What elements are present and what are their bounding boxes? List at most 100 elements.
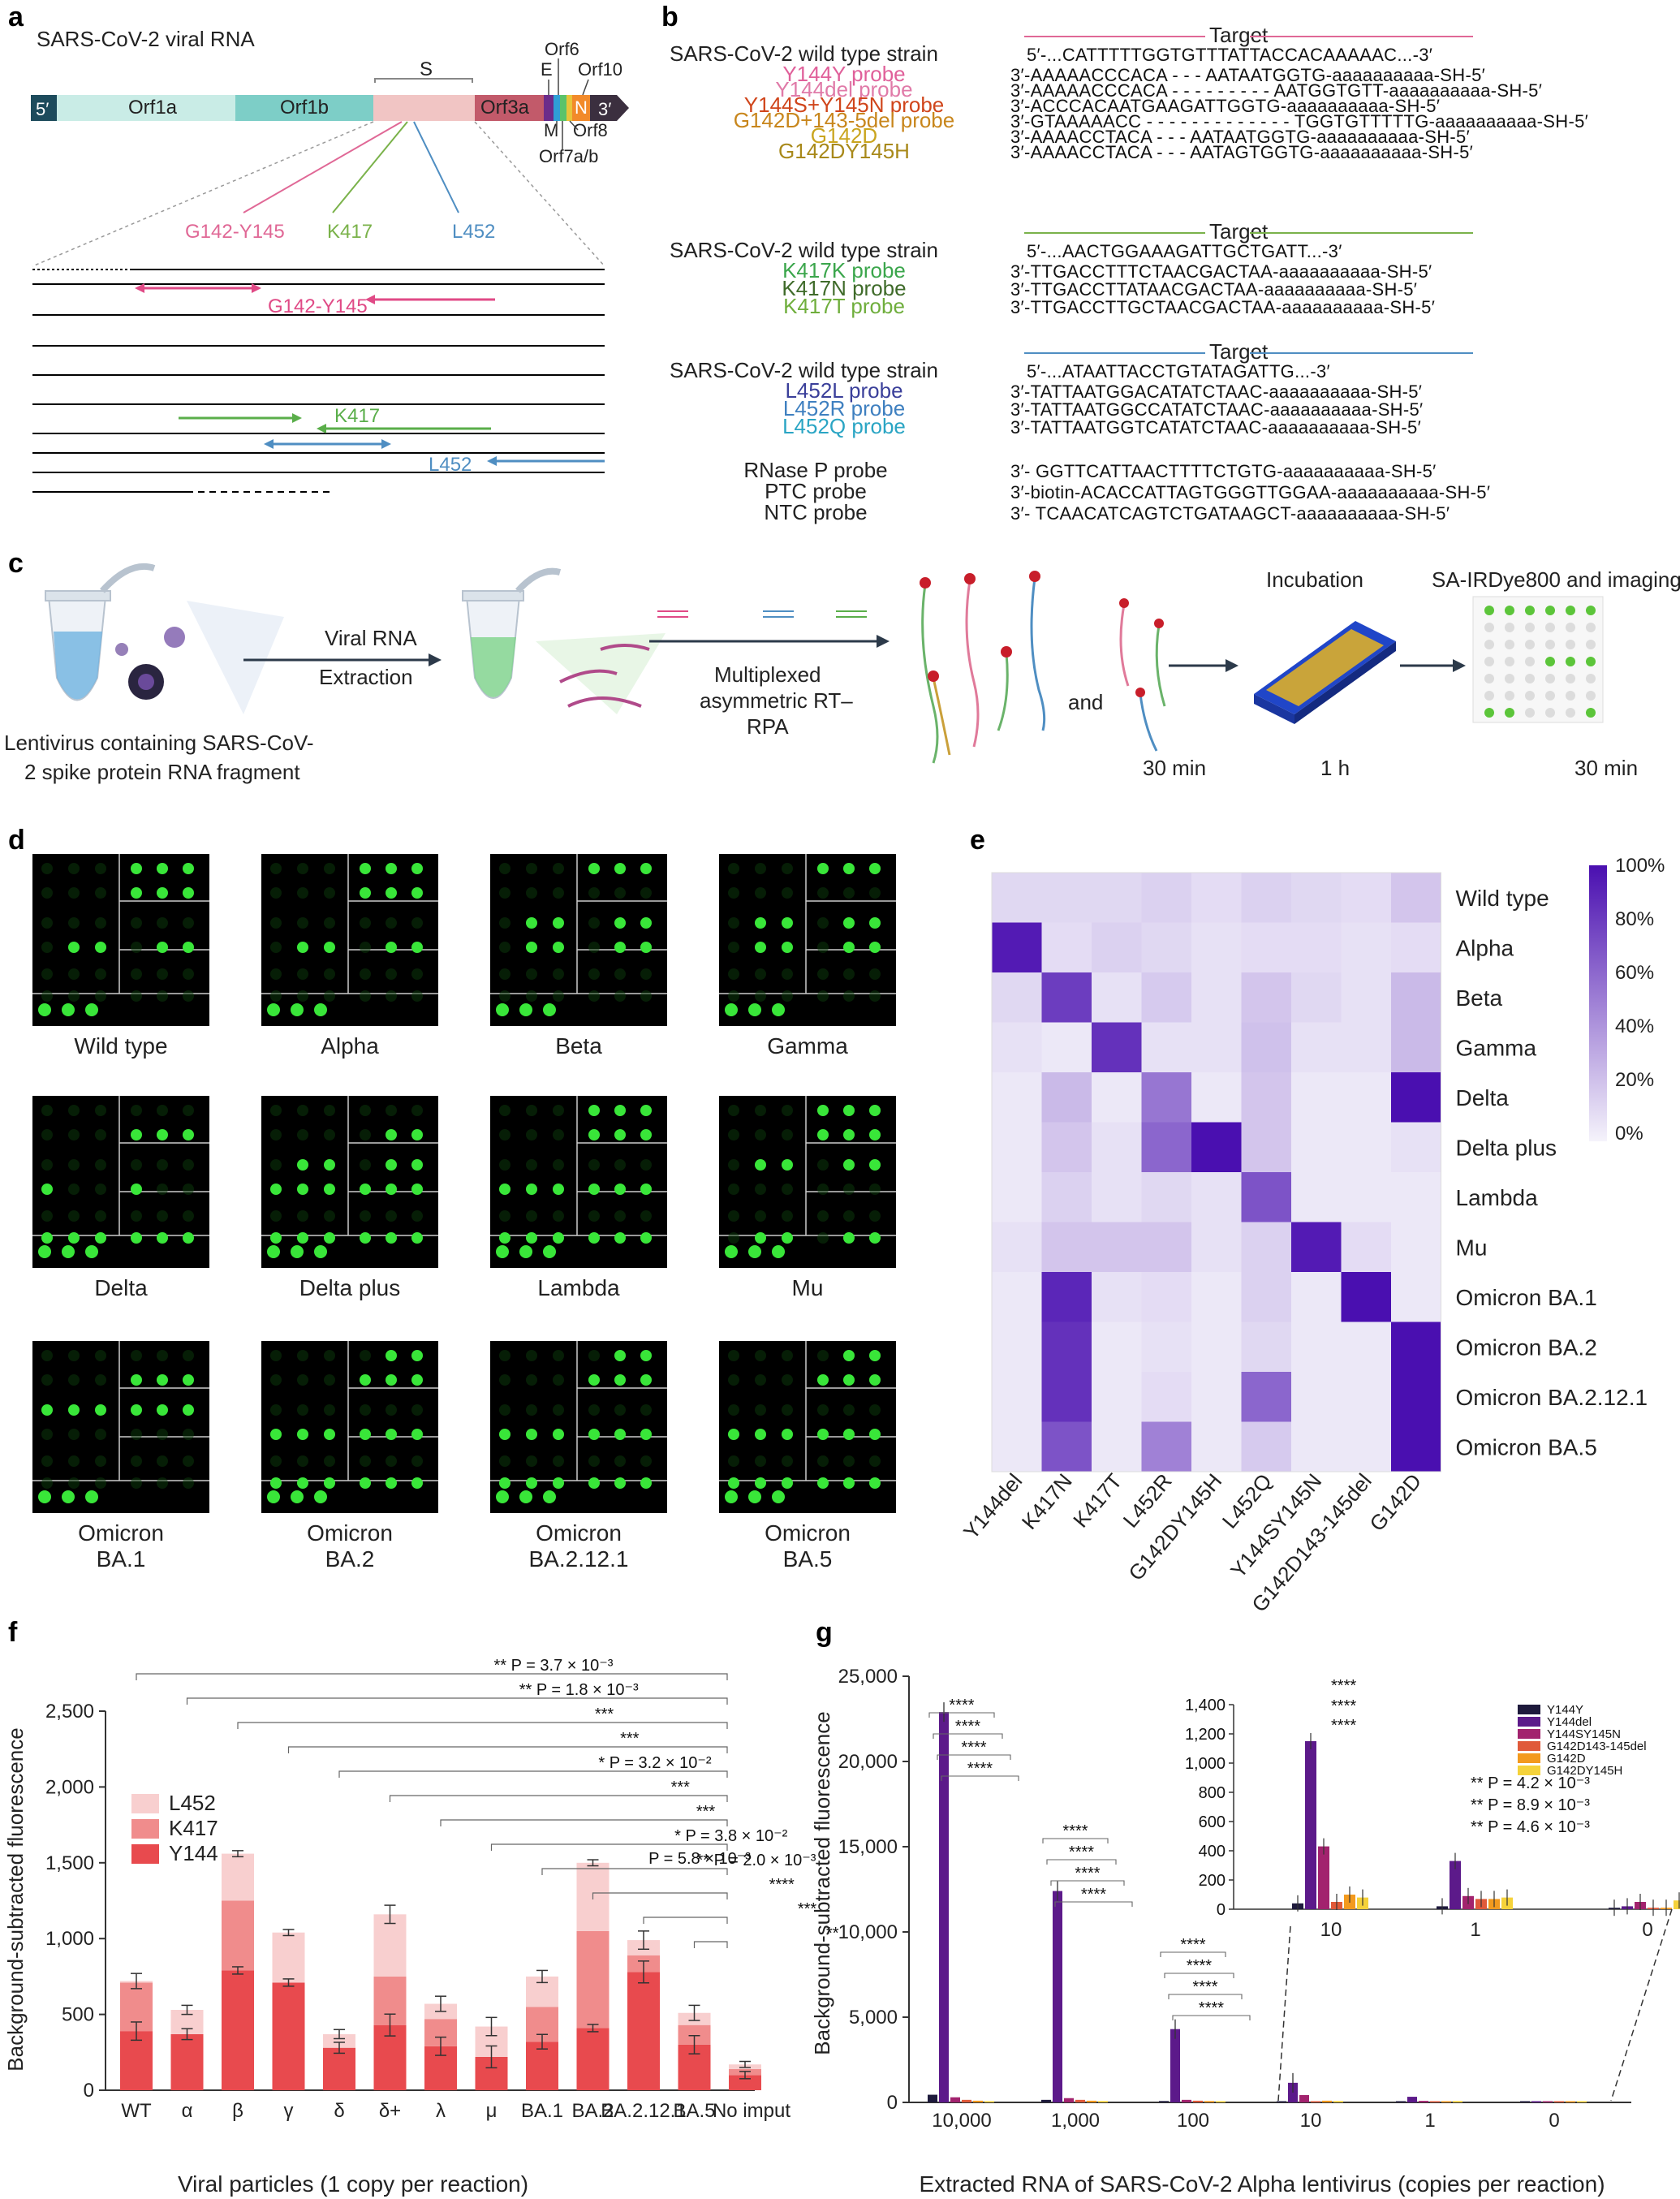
array-spot	[95, 863, 106, 874]
heatmap-cell	[1291, 1272, 1342, 1322]
array-spot	[499, 1105, 510, 1116]
heatmap-cell	[1141, 1222, 1192, 1273]
array-spot	[41, 1455, 53, 1467]
probe-label: G142D	[811, 123, 877, 148]
comparison-label: ** P = 1.8 × 10⁻³	[519, 1681, 639, 1699]
array-spot	[526, 1477, 537, 1489]
array-spot-control	[38, 1245, 51, 1258]
array-spot	[183, 1232, 194, 1244]
array-spot	[270, 1350, 282, 1361]
microarray-image	[32, 1341, 209, 1513]
image-background	[261, 1341, 438, 1513]
heatmap-row-label: Omicron BA.2	[1456, 1334, 1597, 1360]
array-spot	[324, 917, 335, 929]
array-spot	[324, 1210, 335, 1222]
array-spot	[869, 1374, 881, 1386]
comparison-bracket	[389, 1795, 728, 1802]
array-spot	[131, 990, 142, 1002]
bar-y144	[576, 2028, 610, 2090]
array-spot	[297, 1374, 308, 1386]
bar-y144	[120, 2031, 153, 2090]
bar-g142d	[1566, 2101, 1575, 2102]
array-spot	[614, 1105, 626, 1116]
array-spot	[131, 1210, 142, 1222]
heatmap-cell	[1341, 873, 1392, 923]
panel-b: b Target SARS-CoV-2 wild type strain 5′-..…	[661, 2, 1588, 524]
array-spot	[411, 917, 423, 929]
heatmap-cell	[1092, 873, 1142, 923]
heatmap-cell	[1191, 1372, 1242, 1422]
bar-y144del	[1531, 2101, 1541, 2102]
array-spot	[41, 1374, 53, 1386]
image-background	[719, 1096, 896, 1268]
heatmap-cell	[1041, 1222, 1092, 1273]
genome-title: SARS-CoV-2 viral RNA	[37, 27, 255, 51]
array-spot	[499, 990, 510, 1002]
array-spot	[411, 1477, 423, 1489]
heatmap-cell	[992, 922, 1042, 973]
inset-x-tick-label: 10	[1320, 1919, 1342, 1941]
heatmap-cell	[1141, 1122, 1192, 1173]
array-spot	[782, 1232, 793, 1244]
array-spot	[755, 942, 766, 953]
array-spot	[270, 1374, 282, 1386]
array-spot	[157, 1105, 168, 1116]
comparison-label: ****	[1069, 1843, 1094, 1861]
array-spot-positive	[1586, 708, 1596, 718]
x-tick-label: BA.2	[571, 2100, 614, 2122]
array-spot	[157, 1350, 168, 1361]
array-spot	[640, 1210, 652, 1222]
array-spot	[68, 917, 80, 929]
array-spot	[588, 1455, 600, 1467]
legend-label: Y144Y	[1547, 1703, 1583, 1717]
array-spot	[183, 887, 194, 899]
array-spot	[131, 1404, 142, 1416]
array-spot	[817, 863, 829, 874]
heatmap-cell	[1391, 1022, 1441, 1073]
array-spot	[614, 1232, 626, 1244]
array-spot	[526, 1429, 537, 1440]
array-spot-control	[519, 1490, 532, 1503]
inset-bar-y144del	[1305, 1741, 1316, 1909]
array-spot	[95, 1404, 106, 1416]
heatmap-cell	[1241, 1372, 1292, 1422]
array-spot	[499, 917, 510, 929]
heatmap-cell	[1241, 1421, 1292, 1472]
array-spot-control	[496, 1490, 509, 1503]
step2-label-3: RPA	[747, 714, 789, 739]
heatmap-cell	[1141, 1022, 1192, 1073]
panel-c: c Lentivirus containing SARS-CoV- 2 spik…	[4, 548, 1680, 784]
lentivirus-tube-icon	[45, 563, 284, 714]
array-spot	[614, 1210, 626, 1222]
array-spot	[817, 917, 829, 929]
array-spot	[728, 1429, 739, 1440]
comparison-label: ****	[1075, 1865, 1100, 1882]
control-probe-sequence: 3′- TCAACATCAGTCTGATAAGCT-aaaaaaaaaa-SH-…	[1010, 503, 1450, 524]
array-spot	[157, 942, 168, 953]
bar-g142d	[973, 2100, 983, 2102]
control-probe-sequence: 3′- GGTTCATTAACTTTTCTGTG-aaaaaaaaaa-SH-5…	[1010, 461, 1437, 481]
array-spot-positive	[1545, 657, 1555, 666]
comparison-bracket	[237, 1722, 728, 1729]
gene-label-orf3a: Orf3a	[480, 97, 530, 119]
x-tick-label: 100	[1177, 2110, 1209, 2132]
inset-y-tick-label: 0	[1217, 1901, 1226, 1919]
target-label: Target	[1209, 339, 1269, 364]
array-spot	[386, 1429, 397, 1440]
x-tick-label: γ	[284, 2100, 294, 2122]
heatmap-cell	[1291, 1172, 1342, 1222]
array-spot	[1566, 623, 1575, 632]
heatmap-col-label: K417T	[1068, 1468, 1126, 1532]
inset-annotation: ** P = 4.6 × 10⁻³	[1471, 1818, 1590, 1836]
heatmap-cell	[1041, 1421, 1092, 1472]
array-spot-control	[291, 1003, 304, 1016]
heatmap-cell	[1291, 1322, 1342, 1373]
heatmap-cell	[1191, 922, 1242, 973]
array-spot	[183, 968, 194, 980]
array-spot	[157, 968, 168, 980]
array-spot	[869, 1184, 881, 1195]
array-spot	[68, 1374, 80, 1386]
array-spot	[499, 1477, 510, 1489]
colorbar	[1589, 865, 1607, 1141]
